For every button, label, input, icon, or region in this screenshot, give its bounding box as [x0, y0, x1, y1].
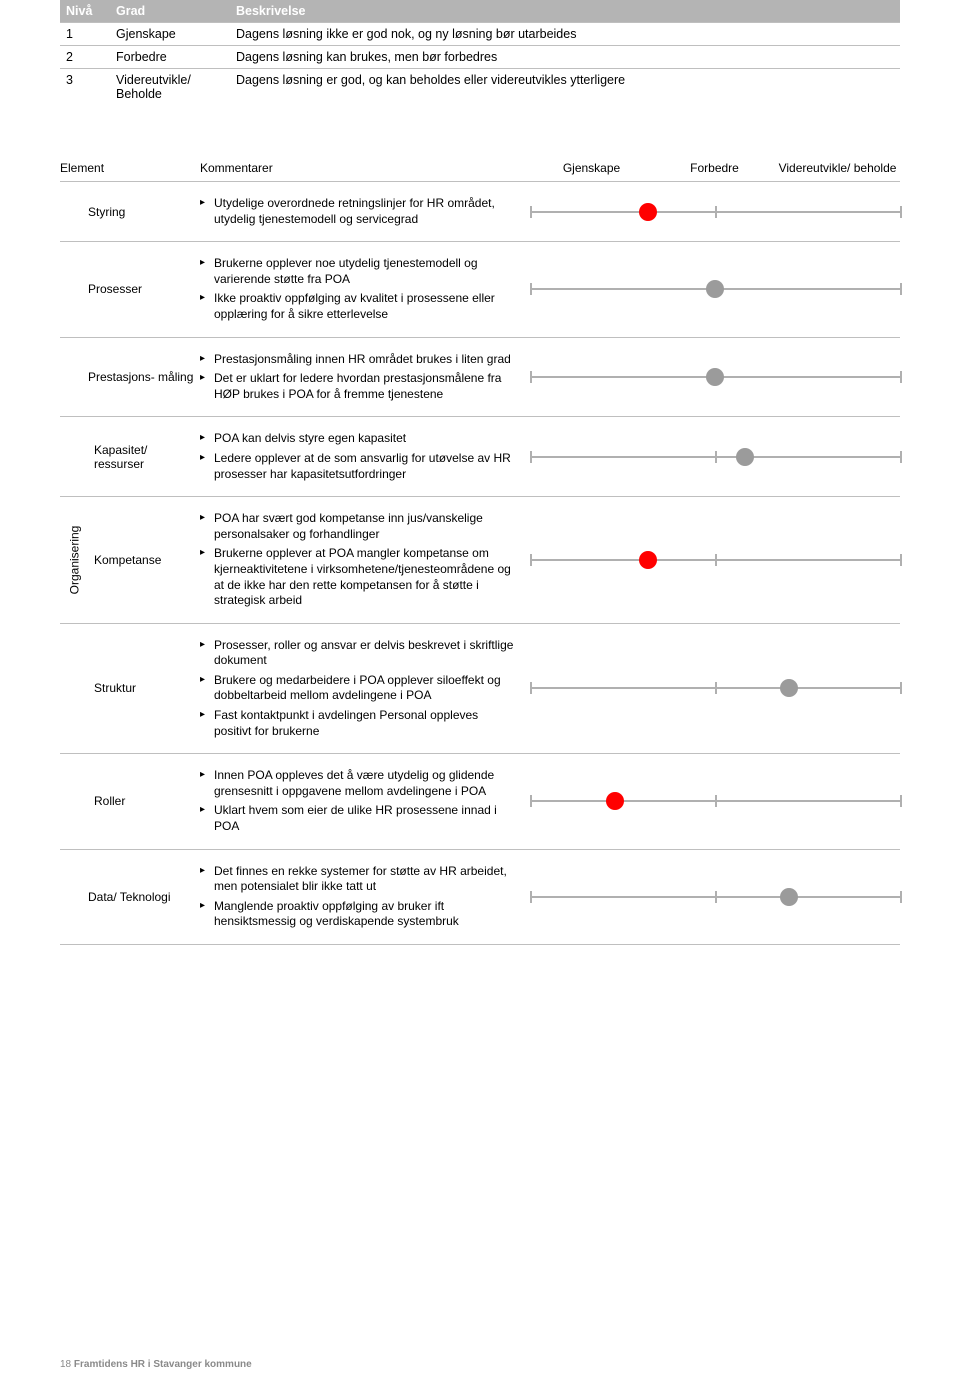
- element-comments: Det finnes en rekke systemer for støtte …: [200, 860, 530, 934]
- gauge-col: [530, 367, 900, 387]
- element-row: Data/ TeknologiDet finnes en rekke syste…: [60, 850, 900, 945]
- comment-bullet: Innen POA oppleves det å være utydelig o…: [200, 768, 514, 799]
- col-kommentarer: Kommentarer: [200, 161, 530, 175]
- score-gauge: [530, 678, 900, 698]
- element-table-header: Element Kommentarer Gjenskape Forbedre V…: [60, 161, 900, 182]
- gauge-col: [530, 447, 900, 467]
- comment-bullet: Brukerne opplever noe utydelig tjenestem…: [200, 256, 514, 287]
- score-gauge: [530, 447, 900, 467]
- element-name: Data/ Teknologi: [88, 890, 200, 904]
- comment-bullet: Brukere og medarbeidere i POA opplever s…: [200, 673, 514, 704]
- element-comments: POA kan delvis styre egen kapasitet Leder…: [200, 427, 530, 486]
- level-cell-niva: 2: [60, 46, 110, 69]
- comment-bullet: POA har svært god kompetanse inn jus/van…: [200, 511, 514, 542]
- element-row: Prestasjons- målingPrestasjonsmåling inn…: [60, 338, 900, 418]
- level-cell-niva: 3: [60, 69, 110, 106]
- score-dot: [706, 280, 724, 298]
- score-dot: [606, 792, 624, 810]
- element-row: OrganiseringKompetansePOA har svært god …: [60, 497, 900, 624]
- level-cell-grad: Forbedre: [110, 46, 230, 69]
- level-col-besk: Beskrivelse: [230, 0, 900, 23]
- col-element: Element: [60, 161, 200, 175]
- score-gauge: [530, 367, 900, 387]
- org-group-label: Organisering: [67, 526, 81, 595]
- element-name: Prestasjons- måling: [88, 370, 200, 384]
- score-dot: [780, 679, 798, 697]
- level-cell-grad: Videreutvikle/ Beholde: [110, 69, 230, 106]
- score-gauge: [530, 791, 900, 811]
- element-comments: Prosesser, roller og ansvar er delvis be…: [200, 634, 530, 744]
- comment-bullet: Manglende proaktiv oppfølging av bruker …: [200, 899, 514, 930]
- level-cell-grad: Gjenskape: [110, 23, 230, 46]
- element-comments: Brukerne opplever noe utydelig tjenestem…: [200, 252, 530, 326]
- comment-bullet: Ledere opplever at de som ansvarlig for …: [200, 451, 514, 482]
- element-row: StyringUtydelige overordnede retningslin…: [60, 182, 900, 242]
- comment-bullet: Det finnes en rekke systemer for støtte …: [200, 864, 514, 895]
- level-cell-besk: Dagens løsning er god, og kan beholdes e…: [230, 69, 900, 106]
- col-forbedre: Forbedre: [653, 161, 776, 175]
- element-comments: Utydelige overordnede retningslinjer for…: [200, 192, 530, 231]
- score-dot: [736, 448, 754, 466]
- col-videreutvikle: Videreutvikle/ beholde: [776, 161, 899, 175]
- score-gauge: [530, 202, 900, 222]
- comment-bullet: Prosesser, roller og ansvar er delvis be…: [200, 638, 514, 669]
- score-dot: [780, 888, 798, 906]
- score-dot: [639, 551, 657, 569]
- page-number: 18: [60, 1359, 71, 1370]
- gauge-col: [530, 279, 900, 299]
- element-name: Roller: [88, 794, 200, 808]
- col-gjenskape: Gjenskape: [530, 161, 653, 175]
- element-comments: Innen POA oppleves det å være utydelig o…: [200, 764, 530, 838]
- level-table: Nivå Grad Beskrivelse 1GjenskapeDagens l…: [60, 0, 900, 105]
- level-cell-besk: Dagens løsning kan brukes, men bør forbe…: [230, 46, 900, 69]
- score-gauge: [530, 550, 900, 570]
- page-footer: 18 Framtidens HR i Stavanger kommune: [60, 1359, 252, 1370]
- level-col-grad: Grad: [110, 0, 230, 23]
- score-dot: [639, 203, 657, 221]
- gauge-col: [530, 887, 900, 907]
- comment-bullet: POA kan delvis styre egen kapasitet: [200, 431, 514, 447]
- comment-bullet: Utydelige overordnede retningslinjer for…: [200, 196, 514, 227]
- element-name: Prosesser: [88, 282, 200, 296]
- element-row: ProsesserBrukerne opplever noe utydelig …: [60, 242, 900, 337]
- element-name: Struktur: [88, 681, 200, 695]
- element-comments: POA har svært god kompetanse inn jus/van…: [200, 507, 530, 613]
- level-table-row: 1GjenskapeDagens løsning ikke er god nok…: [60, 23, 900, 46]
- element-row: StrukturProsesser, roller og ansvar er d…: [60, 624, 900, 755]
- comment-bullet: Prestasjonsmåling innen HR området bruke…: [200, 352, 514, 368]
- level-cell-besk: Dagens løsning ikke er god nok, og ny lø…: [230, 23, 900, 46]
- comment-bullet: Fast kontaktpunkt i avdelingen Personal …: [200, 708, 514, 739]
- score-gauge: [530, 887, 900, 907]
- comment-bullet: Ikke proaktiv oppfølging av kvalitet i p…: [200, 291, 514, 322]
- gauge-col: [530, 550, 900, 570]
- element-comments: Prestasjonsmåling innen HR området bruke…: [200, 348, 530, 407]
- level-col-niva: Nivå: [60, 0, 110, 23]
- score-dot: [706, 368, 724, 386]
- comment-bullet: Uklart hvem som eier de ulike HR prosess…: [200, 803, 514, 834]
- element-row: Kapasitet/ ressurserPOA kan delvis styre…: [60, 417, 900, 497]
- score-gauge: [530, 279, 900, 299]
- element-name: Kompetanse: [88, 553, 200, 567]
- element-name: Kapasitet/ ressurser: [88, 443, 200, 471]
- comment-bullet: Brukerne opplever at POA mangler kompeta…: [200, 546, 514, 608]
- element-name: Styring: [88, 205, 200, 219]
- footer-title: Framtidens HR i Stavanger kommune: [74, 1359, 252, 1370]
- level-cell-niva: 1: [60, 23, 110, 46]
- gauge-col: [530, 202, 900, 222]
- comment-bullet: Det er uklart for ledere hvordan prestas…: [200, 371, 514, 402]
- element-row: RollerInnen POA oppleves det å være utyd…: [60, 754, 900, 849]
- side-col: Organisering: [60, 553, 88, 567]
- level-table-row: 2ForbedreDagens løsning kan brukes, men …: [60, 46, 900, 69]
- gauge-col: [530, 791, 900, 811]
- level-table-row: 3Videreutvikle/ BeholdeDagens løsning er…: [60, 69, 900, 106]
- gauge-col: [530, 678, 900, 698]
- level-table-header: Nivå Grad Beskrivelse: [60, 0, 900, 23]
